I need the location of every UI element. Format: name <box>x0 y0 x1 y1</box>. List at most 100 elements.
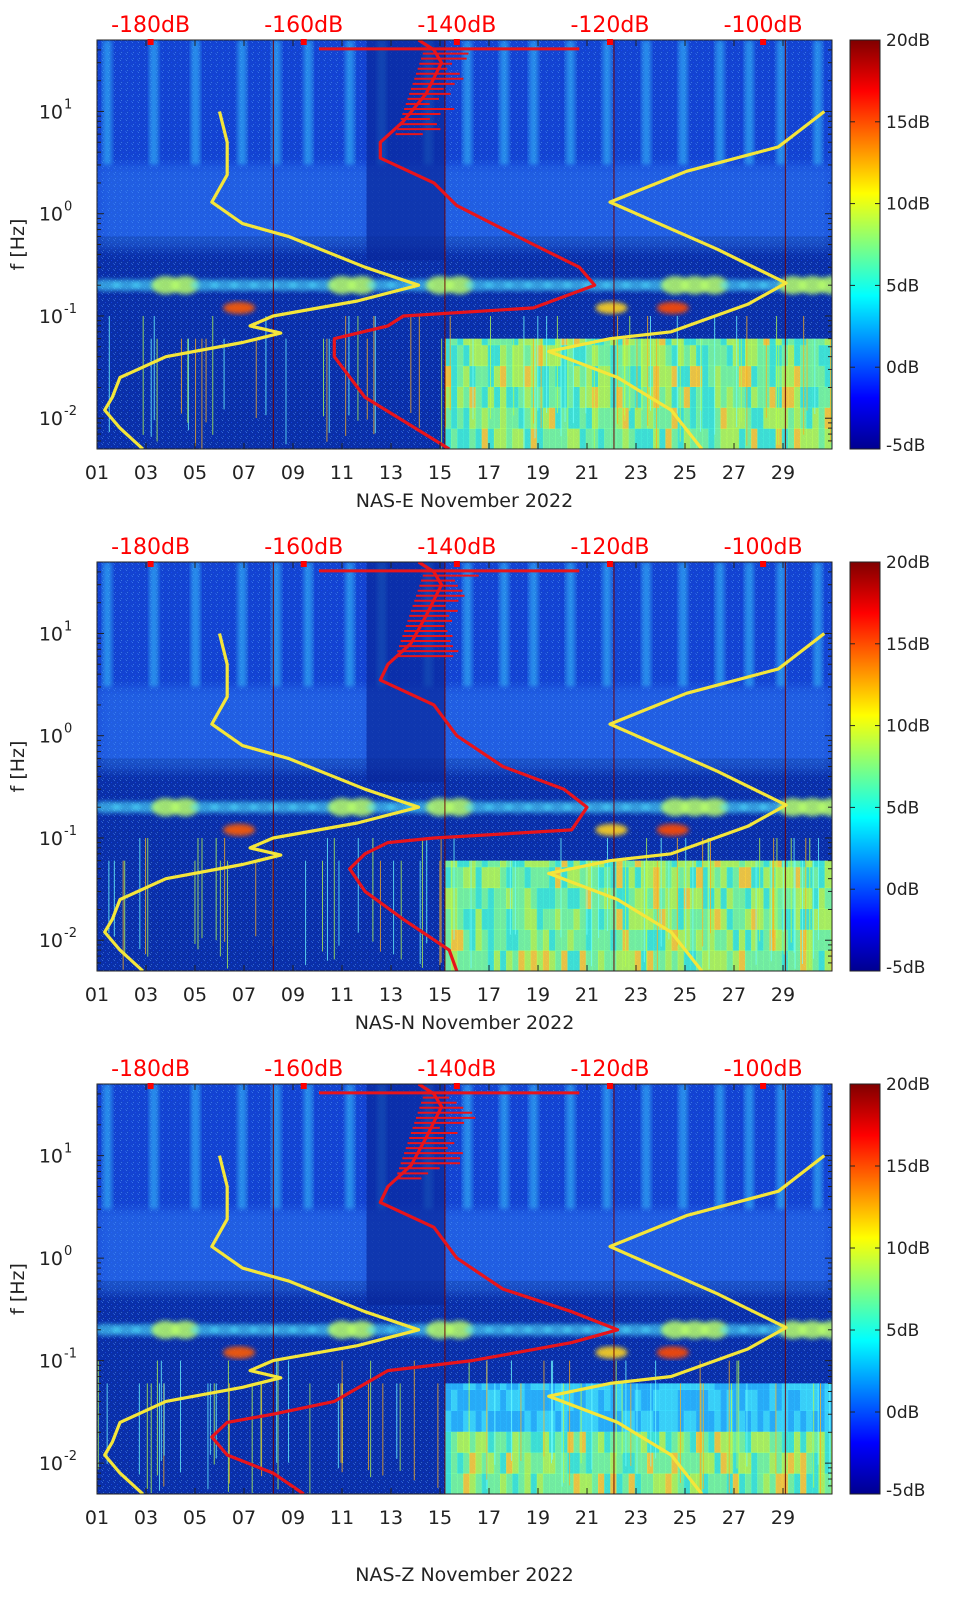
top-axis-label: -160dB <box>264 1057 343 1082</box>
daily-noise-stripe <box>499 40 509 165</box>
daily-noise-stripe <box>715 1084 725 1210</box>
colorbar-label: 20dB <box>886 1075 930 1095</box>
top-axis-marker <box>300 561 307 567</box>
daily-noise-stripe <box>529 1084 539 1210</box>
daily-noise-stripe <box>776 562 786 687</box>
psd-curve <box>210 1084 620 1494</box>
daily-noise-stripe <box>813 40 823 165</box>
top-axis-marker <box>760 561 767 567</box>
y-tick-label: 10 <box>39 726 63 748</box>
daily-noise-stripe <box>191 562 200 687</box>
psd-curve <box>348 562 589 971</box>
midband-glow <box>97 686 832 772</box>
x-tick-label: 21 <box>575 1507 599 1529</box>
y-tick-exponent: -2 <box>64 1449 77 1464</box>
y-tick-label: 10 <box>39 1453 63 1475</box>
daily-noise-stripe <box>602 40 612 165</box>
y-tick-exponent: -2 <box>64 404 77 419</box>
daily-noise-stripe <box>102 562 112 687</box>
top-axis-marker <box>453 39 460 45</box>
x-tick-label: 25 <box>673 984 697 1006</box>
daily-noise-stripe <box>565 1084 575 1210</box>
y-tick-label: 10 <box>39 1248 63 1270</box>
x-tick-label: 15 <box>428 1507 452 1529</box>
top-axis-label: -180dB <box>111 13 190 38</box>
psd-spikes <box>319 1091 580 1180</box>
y-tick-exponent: -1 <box>64 1347 77 1362</box>
glitch-lines <box>108 40 831 449</box>
daily-noise-stripe <box>565 40 575 165</box>
x-tick-label: 11 <box>330 1507 354 1529</box>
top-axis-label: -180dB <box>111 535 190 560</box>
y-tick-exponent: -2 <box>64 926 77 941</box>
daily-noise-stripe <box>715 562 725 687</box>
daily-noise-stripe <box>776 1084 786 1210</box>
x-tick-label: 11 <box>330 462 354 484</box>
daily-noise-stripe <box>641 40 651 165</box>
daily-noise-stripe <box>776 40 786 165</box>
daily-noise-stripe <box>237 1084 247 1210</box>
colorbar-label: -5dB <box>886 436 925 456</box>
daily-noise-stripe <box>641 1084 651 1210</box>
daily-noise-stripe <box>462 40 472 165</box>
colorbar <box>849 1083 881 1495</box>
x-tick-label: 27 <box>722 984 746 1006</box>
daily-noise-stripe <box>149 40 159 165</box>
spectrogram-image <box>97 1084 832 1494</box>
y-tick-label: 10 <box>39 204 63 226</box>
daily-noise-stripe <box>602 1084 612 1210</box>
daily-noise-stripe <box>303 1084 313 1210</box>
daily-noise-stripe <box>237 562 247 687</box>
daily-noise-stripe <box>813 562 823 687</box>
x-tick-label: 19 <box>526 1507 550 1529</box>
x-tick-label: 05 <box>183 462 207 484</box>
noise-model-curve <box>547 110 826 449</box>
colorbar-label: 15dB <box>886 1157 930 1177</box>
x-tick-label: 15 <box>428 462 452 484</box>
x-tick-label: 13 <box>379 462 403 484</box>
colorbar <box>849 561 881 972</box>
noise-model-curve <box>103 633 421 971</box>
y-tick-exponent: 0 <box>64 1244 72 1259</box>
top-axis-label: -180dB <box>111 1057 190 1082</box>
x-tick-label: 29 <box>771 1507 795 1529</box>
daily-noise-stripe <box>529 562 539 687</box>
daily-noise-stripe <box>271 562 281 687</box>
colorbar-label: 10dB <box>886 195 930 215</box>
daily-noise-stripe <box>462 562 472 687</box>
x-tick-label: 25 <box>673 462 697 484</box>
microseism-band <box>97 276 832 314</box>
x-axis-label: NAS-N November 2022 <box>355 1012 575 1034</box>
daily-noise-stripe <box>499 1084 509 1210</box>
x-tick-label: 07 <box>232 462 256 484</box>
top-axis-marker <box>453 1083 460 1089</box>
top-axis-label: -120dB <box>570 535 649 560</box>
daily-noise-stripe <box>462 1084 472 1210</box>
daily-noise-stripe <box>602 562 612 687</box>
top-axis-marker <box>606 1083 613 1089</box>
top-axis-marker <box>300 1083 307 1089</box>
glitch-lines <box>108 562 820 971</box>
top-axis-label: -140dB <box>417 535 496 560</box>
quiet-interval <box>366 562 445 783</box>
x-tick-label: 21 <box>575 984 599 1006</box>
daily-noise-stripe <box>345 40 355 165</box>
x-tick-label: 01 <box>85 1507 109 1529</box>
y-tick-exponent: 0 <box>64 722 72 737</box>
top-axis-label: -140dB <box>417 1057 496 1082</box>
y-tick-exponent: 1 <box>64 619 72 634</box>
top-axis-label: -100dB <box>724 535 803 560</box>
x-axis-label: NAS-Z November 2022 <box>355 1564 573 1586</box>
low-frequency-block <box>444 1383 832 1494</box>
daily-noise-stripe <box>345 1084 355 1210</box>
top-axis-marker <box>760 1083 767 1089</box>
daily-noise-stripe <box>744 1084 754 1210</box>
daily-noise-stripe <box>149 1084 159 1210</box>
y-tick-label: 10 <box>39 930 63 952</box>
top-axis-label: -120dB <box>570 1057 649 1082</box>
colorbar-label: 0dB <box>886 880 919 900</box>
top-axis-marker <box>606 561 613 567</box>
top-axis-marker <box>147 39 154 45</box>
